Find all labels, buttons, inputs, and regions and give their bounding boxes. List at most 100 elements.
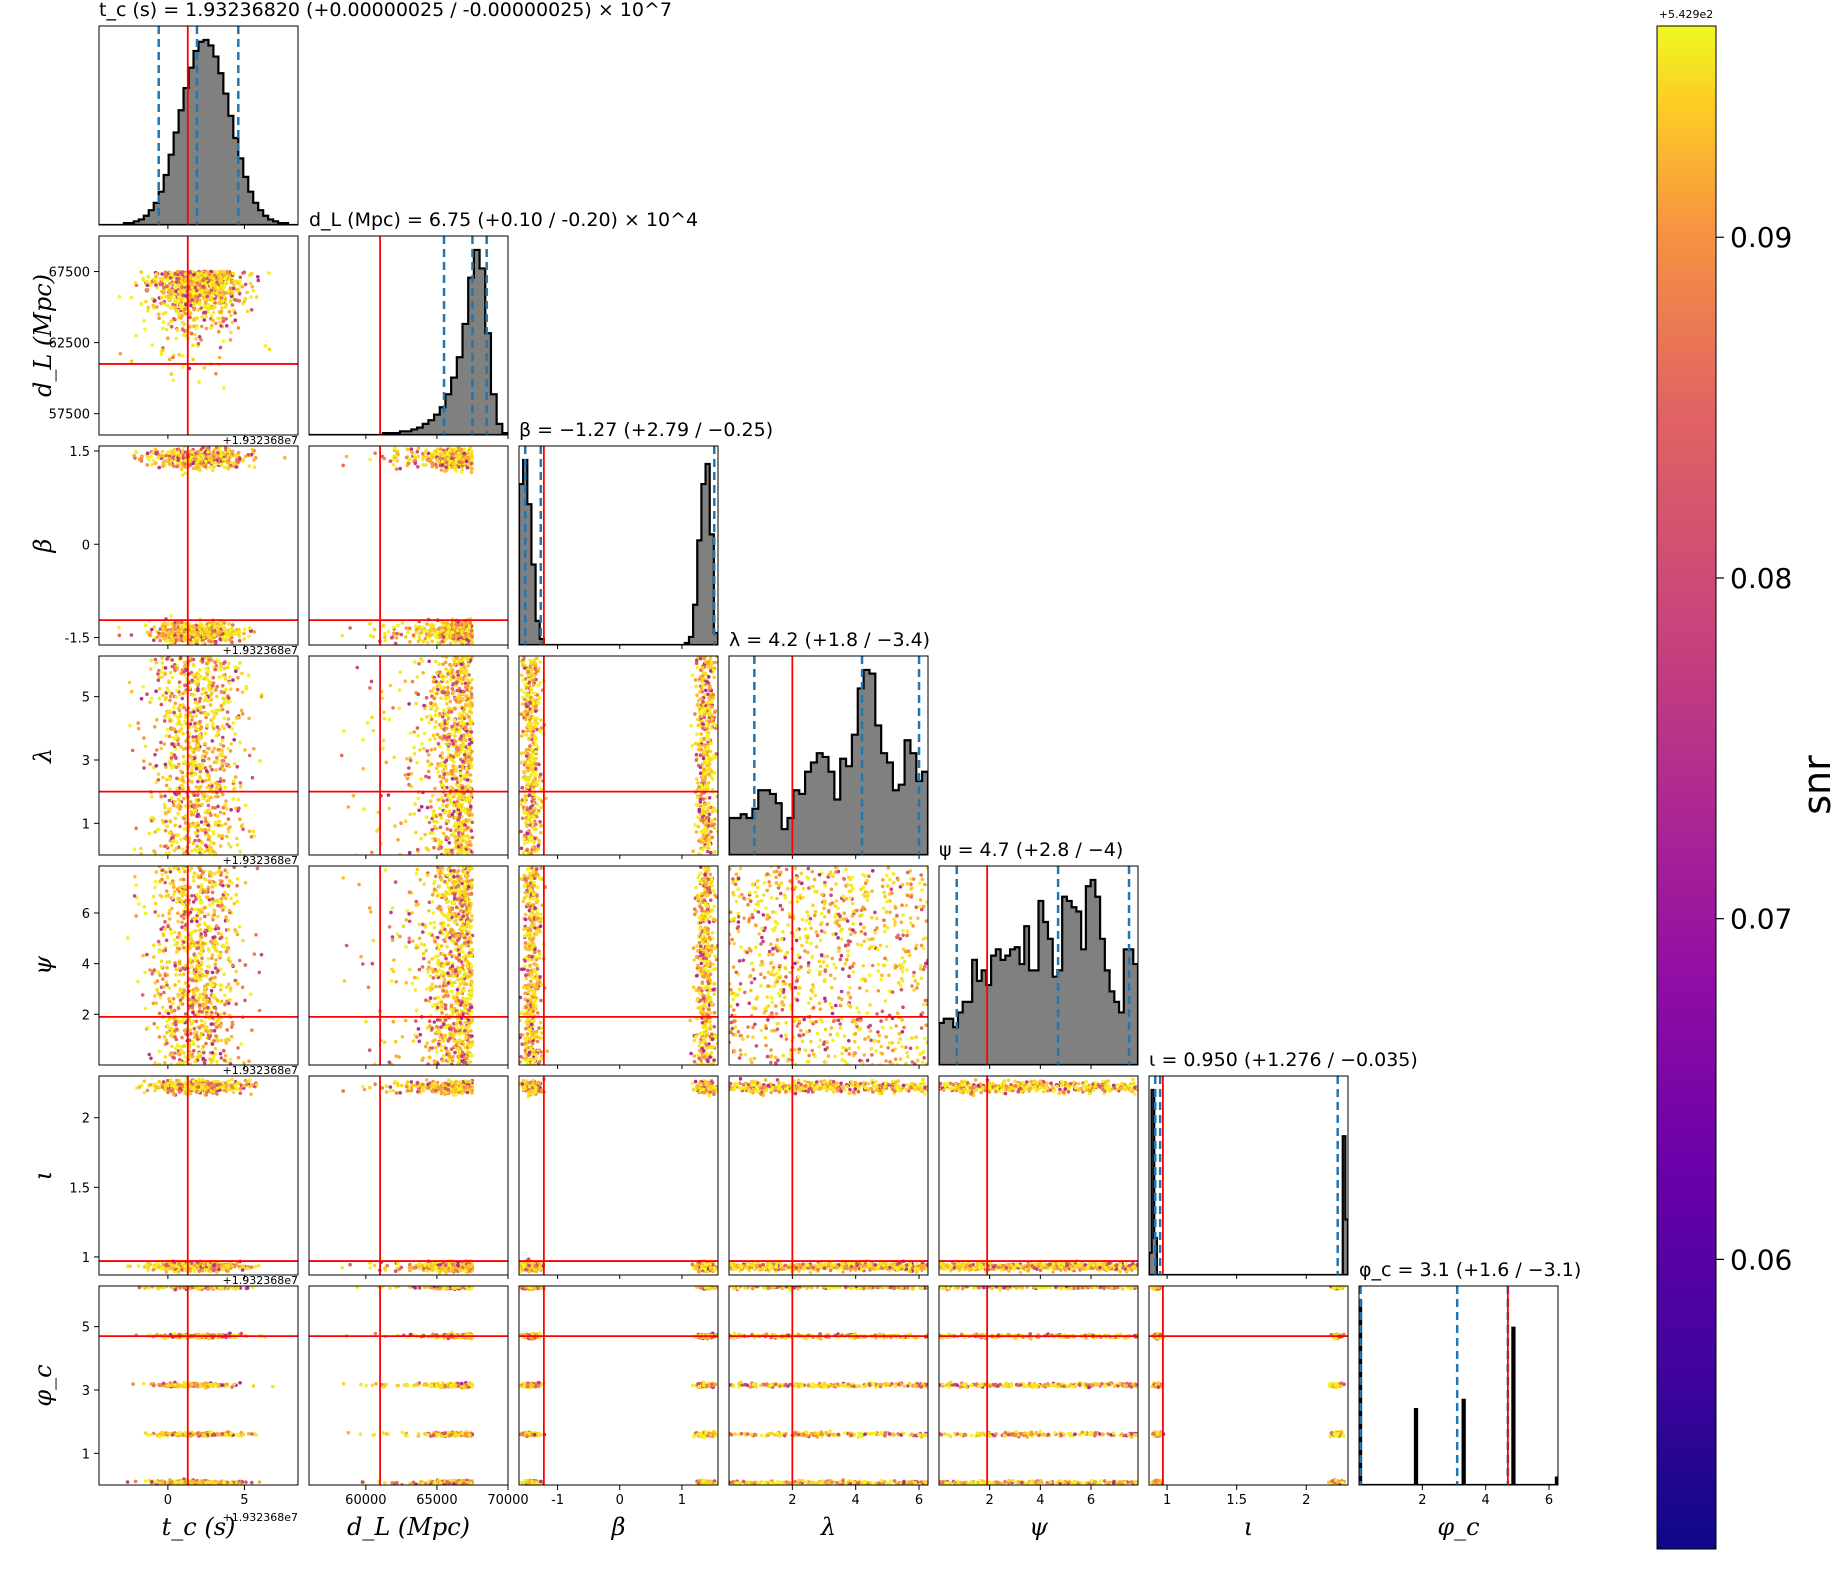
panel-lambda-lambda: λ = 4.2 (+1.8 / −3.4) [728, 629, 930, 859]
scatter-beta-phic [519, 1286, 718, 1485]
xlabel-phic: φ_c [1437, 1513, 1479, 1541]
panel-frame-tc-phic [98, 1285, 299, 1486]
scatter-lambda-phic [729, 1286, 928, 1485]
panel-lambda-psi [728, 865, 929, 1069]
panel-lambda-iota [728, 1075, 929, 1279]
xlabel-psi: ψ [1029, 1513, 1049, 1541]
scatter-lambda-iota [729, 1077, 928, 1275]
colorbar-tick-3: 0.09 [1730, 221, 1792, 254]
ytick-dL-67500: 67500 [49, 266, 90, 281]
panel-frame-tc-iota [98, 1075, 299, 1276]
offset-label-tc-4: +1.932368e7 [223, 1064, 298, 1077]
scatter-beta-iota [519, 1077, 718, 1274]
xlabel-tc: t_c (s) [162, 1513, 236, 1541]
ytick-iota-1.5: 1.5 [69, 1181, 90, 1196]
ytick-dL-57500: 57500 [49, 408, 90, 423]
scatter-tc-beta [117, 446, 287, 645]
ylabel-lambda: λ [29, 748, 57, 764]
panel-frame-dL-psi [308, 865, 509, 1066]
panel-frame-dL-beta [308, 445, 509, 646]
xtick-iota-2: 2 [1302, 1493, 1310, 1508]
scatter-psi-iota [939, 1077, 1138, 1275]
panel-title-iota: ι = 0.950 (+1.276 / −0.035) [1149, 1049, 1418, 1071]
ytick-phic-3: 3 [82, 1384, 90, 1399]
histogram-dL [309, 248, 508, 435]
colorbar-tick-2: 0.08 [1730, 562, 1792, 595]
panel-frame-iota-iota [1148, 1075, 1349, 1276]
ytick-lambda-1: 1 [82, 817, 90, 832]
xtick-tc-5: 5 [240, 1493, 248, 1508]
panel-dL-dL: d_L (Mpc) = 6.75 (+0.10 / -0.20) × 10^4 [308, 209, 698, 439]
scatter-psi-phic [939, 1286, 1138, 1485]
panel-title-phic: φ_c = 3.1 (+1.6 / −3.1) [1359, 1259, 1581, 1281]
panel-tc-phic: 0 5 t_c (s) 1 3 5 φ_c +1.932368e7 [29, 1285, 299, 1541]
xlabel-lambda: λ [820, 1513, 836, 1541]
xtick-beta-1: 1 [678, 1493, 686, 1508]
panel-lambda-phic: 2 4 6 λ [728, 1285, 929, 1541]
panel-frame-phic-phic [1358, 1285, 1559, 1486]
panel-beta-beta: β = −1.27 (+2.79 / −0.25) [518, 419, 773, 649]
xtick-iota-1: 1 [1163, 1493, 1171, 1508]
xtick-psi-2: 2 [986, 1493, 994, 1508]
xtick-lambda-4: 4 [852, 1493, 860, 1508]
ytick-psi-2: 2 [82, 1008, 90, 1023]
xtick-phic-4: 4 [1482, 1493, 1490, 1508]
panel-frame-dL-iota [308, 1075, 509, 1276]
panel-frame-lambda-phic [728, 1285, 929, 1486]
panel-frame-psi-phic [938, 1285, 1139, 1486]
offset-label-tc-3: +1.932368e7 [223, 854, 298, 867]
offset-label-tc-1: +1.932368e7 [223, 434, 298, 447]
panel-frame-iota-phic [1148, 1285, 1349, 1486]
ytick-beta--1.5: -1.5 [65, 632, 90, 647]
ytick-iota-2: 2 [82, 1112, 90, 1127]
ylabel-phic: φ_c [29, 1364, 57, 1406]
xtick-lambda-6: 6 [915, 1493, 923, 1508]
panel-tc-lambda: 1 3 5 λ +1.932368e7 [29, 655, 299, 867]
panel-grid: t_c (s) = 1.93236820 (+0.00000025 / -0.0… [29, 0, 1581, 1541]
panel-title-beta: β = −1.27 (+2.79 / −0.25) [519, 419, 773, 441]
panel-beta-psi [518, 865, 719, 1069]
scatter-tc-phic [125, 1286, 275, 1485]
histogram-lambda [729, 668, 928, 855]
scatter-lambda-psi [729, 866, 928, 1065]
ytick-lambda-3: 3 [82, 754, 90, 769]
panel-frame-dL-phic [308, 1285, 509, 1486]
ylabel-iota: ι [29, 1171, 57, 1180]
ytick-psi-6: 6 [82, 907, 90, 922]
ytick-phic-1: 1 [82, 1447, 90, 1462]
panel-phic-phic: φ_c = 3.1 (+1.6 / −3.1) 2 4 6 φ_c [1358, 1259, 1581, 1541]
xlabel-dL: d_L (Mpc) [347, 1513, 470, 1541]
colorbar-gradient [1656, 25, 1717, 1550]
scatter-tc-dL [117, 269, 272, 390]
ylabel-beta: β [29, 539, 57, 554]
xtick-tc-0: 0 [164, 1493, 172, 1508]
panel-tc-iota: 1 1.5 2 ι +1.932368e7 [29, 1075, 299, 1287]
panel-psi-psi: ψ = 4.7 (+2.8 / −4) [938, 839, 1139, 1069]
scatter-dL-iota [340, 1078, 475, 1275]
xtick-lambda-2: 2 [788, 1493, 796, 1508]
panel-frame-tc-dL [98, 235, 299, 436]
panel-frame-dL-lambda [308, 655, 509, 856]
colorbar: 0.06 0.07 0.08 0.09 +5.429e2 snr [1656, 8, 1839, 1550]
panel-tc-beta: -1.5 0 1.5 β +1.932368e7 [29, 445, 299, 657]
panel-beta-lambda [518, 655, 719, 859]
panel-frame-beta-lambda [518, 655, 719, 856]
xtick-psi-4: 4 [1036, 1493, 1044, 1508]
panel-frame-beta-iota [518, 1075, 719, 1276]
xtick-dL-70000: 70000 [487, 1493, 528, 1508]
histogram-phic [1359, 1298, 1558, 1485]
xtick-dL-65000: 65000 [416, 1493, 457, 1508]
panel-title-tc: t_c (s) = 1.93236820 (+0.00000025 / -0.0… [99, 0, 672, 21]
colorbar-label: snr [1795, 755, 1839, 815]
ytick-lambda-5: 5 [82, 691, 90, 706]
panel-frame-tc-tc [98, 25, 299, 226]
histogram-iota [1149, 1088, 1348, 1275]
ytick-iota-1: 1 [82, 1251, 90, 1266]
scatter-beta-psi [519, 866, 718, 1065]
panel-tc-tc: t_c (s) = 1.93236820 (+0.00000025 / -0.0… [98, 0, 672, 229]
ytick-psi-4: 4 [82, 958, 90, 973]
xtick-dL-60000: 60000 [345, 1493, 386, 1508]
scatter-dL-lambda [339, 656, 475, 855]
panel-iota-iota: ι = 0.950 (+1.276 / −0.035) [1148, 1049, 1418, 1279]
